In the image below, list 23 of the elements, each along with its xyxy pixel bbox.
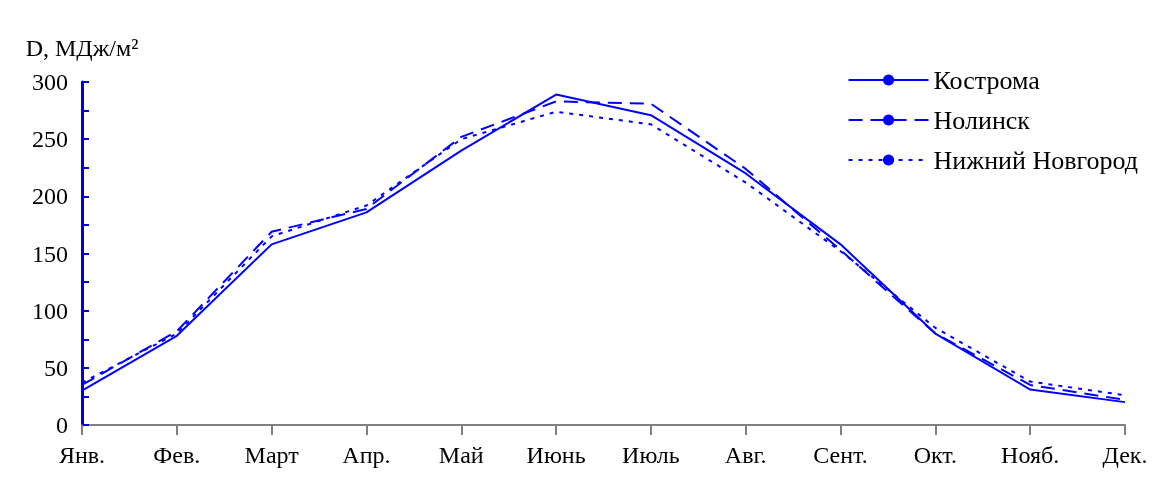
y-tick-label: 0 <box>56 412 68 438</box>
x-tick-label: Нояб. <box>1001 442 1060 468</box>
x-tick-label: Фев. <box>153 442 201 468</box>
x-tick-label: Июль <box>622 442 680 468</box>
legend-label: Кострома <box>933 65 1041 95</box>
x-tick-label: Май <box>438 442 484 468</box>
x-tick-label: Дек. <box>1102 442 1148 468</box>
x-tick-label: Апр. <box>342 442 391 468</box>
legend-label: Нижний Новгород <box>933 145 1139 175</box>
x-tick-label: Март <box>244 442 300 468</box>
x-tick-label: Окт. <box>913 442 958 468</box>
y-axis-title: D, МДж/м² <box>25 35 139 61</box>
y-tick-label: 150 <box>32 240 68 267</box>
x-tick-label: Сент. <box>813 442 868 468</box>
x-tick-label: Авг. <box>724 442 767 468</box>
legend-label: Нолинск <box>933 105 1031 135</box>
y-tick-label: 200 <box>32 183 68 210</box>
y-tick-label: 50 <box>44 354 68 381</box>
x-tick-label: Июнь <box>526 442 586 468</box>
y-tick-label: 300 <box>32 69 68 95</box>
y-tick-label: 100 <box>32 297 68 324</box>
y-tick-label: 250 <box>32 126 68 153</box>
x-tick-label: Янв. <box>58 442 106 468</box>
